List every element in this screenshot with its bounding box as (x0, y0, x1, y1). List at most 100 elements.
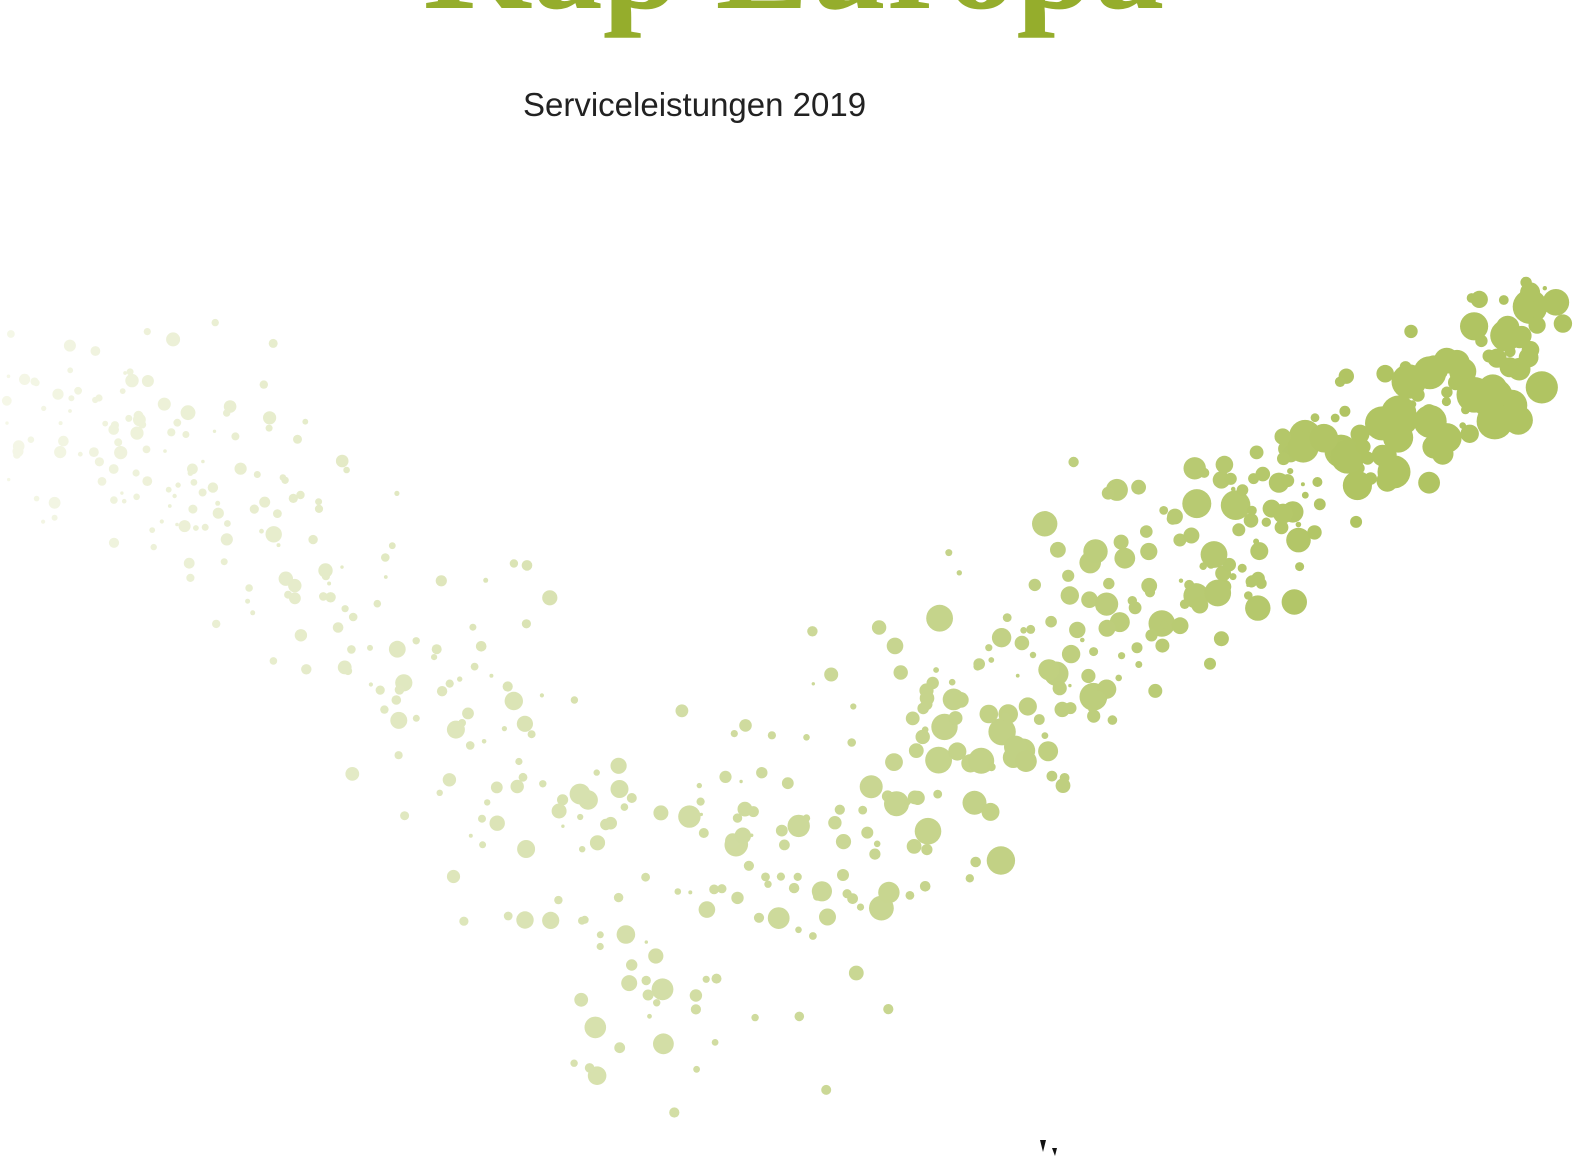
dot (739, 780, 742, 783)
dot (540, 693, 544, 697)
dot (54, 446, 66, 458)
dot (985, 644, 992, 651)
dot (392, 695, 402, 705)
dot (857, 904, 864, 911)
dot (647, 1014, 652, 1019)
dot (1487, 349, 1506, 368)
dot (7, 478, 10, 481)
dot (172, 494, 176, 498)
dot (703, 976, 710, 983)
dot (68, 409, 72, 413)
dot (1183, 528, 1199, 544)
dot (744, 861, 754, 871)
dot (390, 712, 407, 729)
dot (1400, 416, 1416, 432)
dot (1246, 576, 1258, 588)
dot (92, 397, 98, 403)
dot (1372, 445, 1394, 467)
dot (693, 1066, 700, 1073)
dot (542, 912, 559, 929)
dot (542, 590, 557, 605)
dot (869, 849, 880, 860)
dot (133, 469, 140, 476)
dot (1307, 525, 1321, 539)
dot (925, 747, 952, 774)
dot (342, 605, 349, 612)
dot (1331, 414, 1340, 423)
dot (1238, 564, 1247, 573)
dot (1343, 471, 1372, 500)
dot (915, 818, 942, 845)
dot (158, 398, 171, 411)
dot (1103, 578, 1114, 589)
dot (874, 841, 881, 848)
dot (68, 395, 74, 401)
dot (325, 592, 335, 602)
dot (1201, 541, 1228, 568)
dot (250, 610, 255, 615)
dot (288, 579, 301, 592)
dot (459, 917, 468, 926)
dot (561, 825, 564, 828)
dot (803, 734, 810, 741)
dot (590, 835, 605, 850)
dot (293, 435, 302, 444)
dot (1529, 317, 1546, 334)
dot (691, 1004, 701, 1014)
dot (570, 1060, 577, 1067)
dot (764, 881, 771, 888)
dot (678, 805, 700, 827)
dot (1087, 710, 1100, 723)
dot (413, 637, 420, 644)
dot (1034, 714, 1045, 725)
dot (34, 496, 40, 502)
dot (1068, 457, 1078, 467)
dot (731, 892, 743, 904)
dot (31, 378, 39, 386)
dot (188, 470, 194, 476)
dot (756, 767, 767, 778)
dot (653, 1033, 674, 1054)
dot (163, 449, 167, 453)
dot (642, 976, 651, 985)
dot (166, 487, 172, 493)
dot (1508, 358, 1531, 381)
dot (585, 1063, 595, 1073)
dot (571, 696, 578, 703)
dot (149, 527, 155, 533)
dot (41, 520, 45, 524)
dot (1050, 542, 1066, 558)
dot (1262, 518, 1271, 527)
dot (828, 816, 841, 829)
dot (250, 505, 259, 514)
dot (1118, 652, 1125, 659)
dot (436, 575, 447, 586)
dot (394, 491, 399, 496)
dot (1335, 377, 1345, 387)
dot (731, 730, 738, 737)
dot (1350, 516, 1362, 528)
dot (604, 817, 617, 830)
dot (648, 948, 663, 963)
dot (202, 524, 209, 531)
dot (1459, 379, 1470, 390)
dot (395, 685, 405, 695)
dot (1377, 470, 1399, 492)
dot (482, 739, 487, 744)
dot (1273, 504, 1293, 524)
dot (1030, 652, 1036, 658)
dot (1056, 778, 1071, 793)
dot (1159, 506, 1168, 515)
dot (160, 519, 164, 523)
dot (182, 431, 189, 438)
dot (1167, 513, 1179, 525)
dot (235, 463, 247, 475)
dot (1131, 480, 1146, 495)
dot (367, 645, 373, 651)
dot (142, 375, 154, 387)
dot (143, 446, 151, 454)
logo-fragment (1040, 1140, 1057, 1156)
dot (369, 682, 373, 686)
dot (699, 828, 709, 838)
dot (1296, 522, 1302, 528)
